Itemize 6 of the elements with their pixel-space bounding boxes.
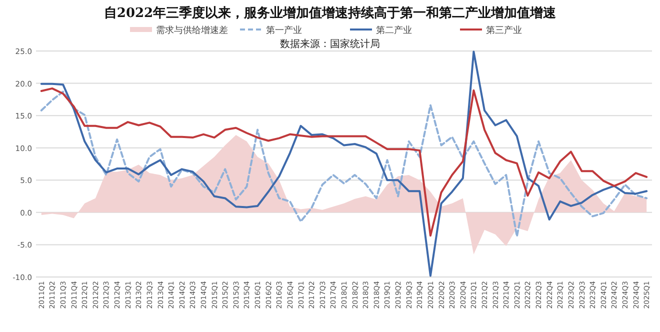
legend-label: 第二产业 [376,25,412,36]
legend-label: 第三产业 [486,25,522,36]
legend-label: 第一产业 [266,25,302,36]
legend-label: 需求与供给增速差 [156,25,228,36]
chart-title: 自2022年三季度以来，服务业增加值增速持续高于第一和第二产业增加值增速 [104,5,558,21]
chart-subtitle: 数据来源：国家统计局 [280,38,380,50]
